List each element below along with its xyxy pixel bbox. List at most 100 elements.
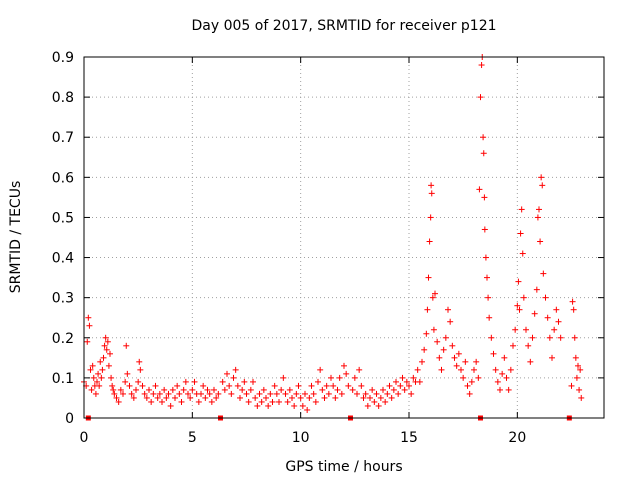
- data-point: [306, 394, 313, 401]
- x-tick-label: 0: [80, 430, 89, 446]
- data-point: [103, 346, 110, 353]
- data-point: [455, 350, 462, 357]
- data-point: [428, 190, 435, 197]
- data-point: [245, 398, 252, 405]
- data-point: [537, 238, 544, 245]
- data-point: [510, 342, 516, 349]
- data-point: [115, 398, 122, 405]
- data-point: [167, 402, 174, 409]
- data-point: [107, 350, 113, 357]
- data-point: [406, 382, 412, 389]
- data-point: [451, 354, 458, 361]
- data-point: [397, 382, 404, 389]
- data-point: [462, 358, 469, 365]
- x-axis-label: GPS time / hours: [285, 459, 402, 475]
- data-point: [477, 94, 484, 101]
- data-point: [395, 390, 402, 397]
- data-point: [213, 394, 220, 401]
- data-point: [110, 386, 117, 393]
- data-point: [286, 386, 293, 393]
- y-tick-label: 0.3: [52, 291, 74, 307]
- data-point: [206, 390, 213, 397]
- data-point: [576, 386, 583, 393]
- data-point: [254, 402, 261, 409]
- data-point: [436, 354, 443, 361]
- data-point: [503, 374, 510, 381]
- data-point: [380, 386, 386, 393]
- data-point: [156, 390, 163, 397]
- data-point: [237, 394, 243, 401]
- data-point: [403, 378, 410, 385]
- data-point: [480, 134, 487, 141]
- data-point: [172, 394, 178, 401]
- data-point: [100, 354, 107, 361]
- data-point: [295, 382, 302, 389]
- data-point: [211, 386, 217, 393]
- data-point: [490, 350, 497, 357]
- data-point: [312, 398, 319, 405]
- data-point: [163, 394, 170, 401]
- data-point: [267, 390, 274, 397]
- data-point: [111, 390, 118, 397]
- data-point: [215, 390, 222, 397]
- data-point: [200, 382, 207, 389]
- data-point: [349, 386, 356, 393]
- data-point: [243, 390, 250, 397]
- y-tick-labels: 0 0.1 0.2 0.3 0.4 0.5 0.6 0.7 0.8 0.9: [52, 50, 74, 427]
- data-point: [202, 394, 209, 401]
- data-point: [198, 390, 204, 397]
- data-point: [185, 390, 191, 397]
- data-point: [408, 390, 415, 397]
- data-point: [126, 382, 133, 389]
- data-point: [105, 362, 112, 369]
- data-point: [382, 398, 389, 405]
- data-point: [570, 306, 577, 313]
- data-point: [88, 386, 95, 393]
- data-point: [130, 394, 137, 401]
- data-point: [371, 398, 378, 405]
- data-point: [551, 326, 558, 333]
- data-point: [258, 398, 265, 405]
- data-point: [325, 390, 332, 397]
- data-point: [102, 334, 109, 341]
- data-point: [466, 390, 473, 397]
- data-point: [575, 362, 581, 369]
- data-point: [377, 394, 384, 401]
- data-point: [136, 358, 143, 365]
- data-point: [449, 342, 456, 349]
- data-point: [393, 378, 399, 385]
- data-point: [438, 366, 445, 373]
- data-point: [429, 294, 436, 301]
- data-point: [569, 298, 576, 305]
- data-point: [345, 382, 352, 389]
- data-point: [386, 382, 393, 389]
- data-point: [388, 394, 395, 401]
- data-point: [92, 390, 99, 397]
- data-point: [424, 306, 431, 313]
- data-point: [373, 390, 380, 397]
- data-point: [414, 366, 421, 373]
- data-point: [421, 346, 428, 353]
- x-tick-label: 10: [292, 430, 310, 446]
- data-point: [128, 390, 135, 397]
- data-point: [159, 398, 165, 405]
- data-point: [176, 390, 183, 397]
- data-point: [148, 398, 155, 405]
- data-point: [141, 390, 148, 397]
- data-point: [276, 398, 282, 405]
- y-tick-label: 0.9: [52, 50, 74, 66]
- data-point: [475, 374, 482, 381]
- data-point: [447, 318, 454, 325]
- data-point: [169, 386, 176, 393]
- data-point: [512, 326, 519, 333]
- data-point: [221, 386, 228, 393]
- data-point: [501, 354, 508, 361]
- data-point: [514, 302, 521, 309]
- data-point: [96, 382, 103, 389]
- data-point: [99, 366, 106, 373]
- data-point: [86, 322, 93, 329]
- data-point: [273, 390, 280, 397]
- data-point: [315, 378, 321, 385]
- x-tick-label: 15: [400, 430, 418, 446]
- data-point: [332, 394, 339, 401]
